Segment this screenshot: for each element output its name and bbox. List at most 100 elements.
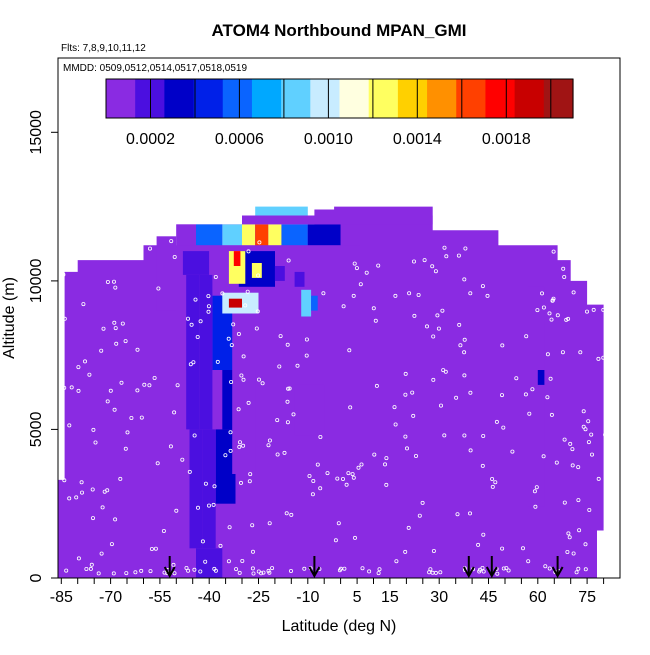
x-tick-label: 45 [480,589,498,606]
sample-point [256,377,261,382]
sample-point [256,273,261,278]
sample-point [586,419,591,424]
sample-point [147,246,152,251]
sample-point [455,512,460,517]
sample-point [302,566,307,571]
sample-point [541,305,546,310]
sample-point [373,318,378,323]
sample-point [84,567,89,572]
sample-point [133,570,138,575]
sample-point [578,350,583,355]
sample-point [267,570,272,575]
sample-point [191,360,196,365]
sample-point [284,511,289,516]
sample-point [240,559,245,564]
sample-point [532,489,537,494]
sample-point [318,434,323,439]
sample-point [101,326,106,331]
colorbar-tick-label: 0.0010 [304,131,353,148]
chart-title: ATOM4 Northbound MPAN_GMI [212,21,467,40]
sample-point [310,492,315,497]
heatmap-cell [528,286,545,507]
colorbar-swatch [251,79,282,118]
sample-point [250,566,255,571]
x-tick-label: 5 [353,589,362,606]
sample-point [393,293,398,298]
sample-point [527,411,532,416]
sample-point [570,447,575,452]
sample-point [325,471,330,476]
sample-point [188,362,193,367]
colorbar-swatches [106,79,574,118]
curtain-layer [58,206,604,578]
sample-point [251,571,256,576]
sample-point [591,307,596,312]
heatmap-cell [255,224,269,246]
sample-point [123,339,128,344]
sample-point [499,393,504,398]
sample-point [351,293,356,298]
heatmap-cell [242,215,433,225]
sample-point [255,309,260,314]
sample-point [527,238,532,243]
sample-point [547,566,552,571]
sample-point [477,569,482,574]
sample-point [576,465,581,470]
sample-point [566,531,571,536]
sample-point [548,376,553,381]
sample-point [534,485,539,490]
sample-point [420,500,425,505]
sample-point [113,326,118,331]
heatmap-cell [189,429,203,549]
sample-point [384,456,389,461]
colorbar-swatch [514,79,545,118]
heatmap-cell [268,224,282,246]
sample-point [372,452,377,457]
sample-point [358,282,363,287]
sample-point [206,294,211,299]
heatmap-cell [294,384,325,436]
colorbar-separators [150,79,552,118]
sample-point [236,407,241,412]
sample-point [501,425,506,430]
sample-point [62,478,67,483]
colorbar-swatch [281,79,311,118]
sample-point [596,476,601,481]
sample-point [354,266,359,271]
sample-point [195,505,200,510]
sample-point [223,453,228,458]
sample-point [206,309,211,314]
colorbar: 0.0002 0.0006 0.0010 0.0014 0.0018 [105,78,574,148]
sample-point [89,562,94,567]
sample-point [99,551,104,556]
sample-point [360,566,365,571]
sample-point [288,569,293,574]
sample-point [337,568,342,573]
heatmap-cell [281,224,308,246]
y-tick-label: 15000 [28,110,45,155]
profile-arrow [163,556,176,579]
heatmap-cell [199,274,213,430]
sample-point [571,551,576,556]
sample-point [62,316,67,321]
sample-point [193,297,198,302]
sample-point [112,279,117,284]
sample-point [124,571,129,576]
sample-point [417,513,422,518]
sample-point [444,254,449,259]
sample-point [340,476,345,481]
x-tick-label: 75 [578,589,596,606]
colorbar-swatch [397,79,428,118]
sample-point [589,432,594,437]
colorbar-swatch [485,79,516,118]
sample-point [481,433,486,438]
sample-point [403,549,408,554]
x-axis-label: Latitude (deg N) [282,618,397,635]
sample-point [500,343,505,348]
sample-point [79,480,84,485]
sample-point [285,399,290,404]
colorbar-tick-label: 0.0002 [126,131,175,148]
sample-point [348,405,353,410]
sample-point [102,489,107,494]
sample-point [523,392,528,397]
